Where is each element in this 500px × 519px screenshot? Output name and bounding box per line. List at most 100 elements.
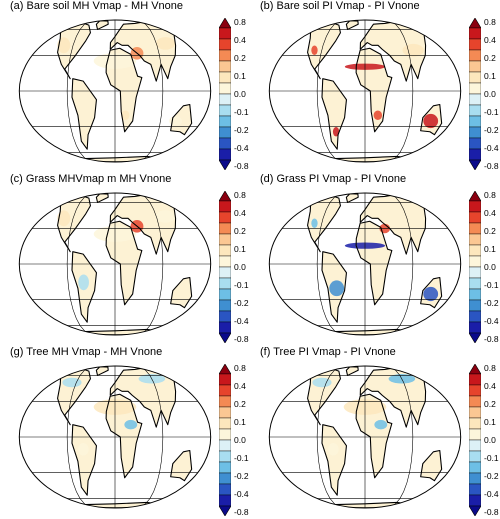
colorbar-tick-label: -0.2 <box>484 125 499 135</box>
panel-grass-mh: (c) Grass MHVmap m MH Vnone 0.8 0.4 0.2 0.1… <box>0 173 250 346</box>
colorbar-tick-label: 0.4 <box>234 381 246 391</box>
map-outline <box>268 192 462 336</box>
longitude-line <box>385 192 414 336</box>
south-america-coastline <box>321 78 347 150</box>
africa-coastline <box>105 47 143 133</box>
colorbar-tick-label: 0.1 <box>484 71 496 81</box>
greenland-fill <box>346 20 359 30</box>
colorbar-box <box>469 373 481 386</box>
colorbar-box <box>219 200 231 213</box>
colorbar-tick-label: 0.0 <box>484 435 496 445</box>
colorbar-box <box>219 321 231 334</box>
colorbar-min-triangle <box>469 159 481 170</box>
south-america-fill <box>321 78 347 150</box>
colorbar-tick-label: 0.4 <box>234 35 246 45</box>
anomaly-patch <box>311 218 318 228</box>
longitude-line <box>66 19 95 163</box>
colorbar-box <box>469 104 481 117</box>
australia-coastline <box>420 276 443 309</box>
colorbar-box <box>219 244 231 257</box>
africa-coastline <box>105 220 143 306</box>
colorbar-box <box>219 277 231 290</box>
colorbar-tick-label: 0.1 <box>234 71 246 81</box>
panel-title: (a) Bare soil MH Vmap - MH Vnone <box>10 0 183 12</box>
anomaly-patch <box>78 443 89 456</box>
colorbar-box <box>219 93 231 106</box>
colorbar-tick-label: 0.4 <box>484 208 496 218</box>
colorbar-tick-label: 0.4 <box>234 208 246 218</box>
colorbar-box <box>219 439 231 452</box>
colorbar-max-triangle <box>469 18 481 29</box>
colorbar-box <box>219 299 231 312</box>
colorbar-tick-label: -0.2 <box>234 471 249 481</box>
colorbar-box <box>219 115 231 128</box>
map-plot <box>268 365 462 509</box>
colorbar-box <box>469 277 481 290</box>
colorbar-tick-label: 0.0 <box>484 89 496 99</box>
colorbar-tick-label: 0.2 <box>484 399 496 409</box>
south-america-coastline <box>321 424 347 496</box>
map-plot <box>268 19 462 163</box>
colorbar-tick-label: 0.1 <box>234 244 246 254</box>
colorbar-tick-label: -0.1 <box>234 107 249 117</box>
anomaly-patch <box>78 274 89 291</box>
colorbar-box <box>219 472 231 485</box>
colorbar-tick-label: -0.4 <box>234 143 249 153</box>
colorbar-tick-label: 0.1 <box>234 417 246 427</box>
longitude-line <box>135 19 164 163</box>
panel-bare-soil-pi: (b) Bare soil PI Vmap - PI Vnone 0.8 0.4 0… <box>250 0 500 173</box>
colorbar-box <box>469 439 481 452</box>
colorbar-tick-label: -0.1 <box>484 453 499 463</box>
south-america-coastline <box>71 424 97 496</box>
colorbar-box <box>469 200 481 213</box>
map-outline <box>268 365 462 509</box>
africa-coastline <box>355 47 393 133</box>
colorbar-tick-label: 0.4 <box>484 381 496 391</box>
greenland-coastline <box>95 20 109 30</box>
greenland-fill <box>346 193 359 203</box>
south-america-fill <box>71 78 97 150</box>
colorbar-box <box>219 406 231 419</box>
colorbar-box <box>219 384 231 397</box>
colorbar-tick-label: -0.8 <box>484 334 499 344</box>
colorbar-box <box>469 233 481 246</box>
panel-bare-soil-mh: (a) Bare soil MH Vmap - MH Vnone 0.8 0.4 0… <box>0 0 250 173</box>
colorbar-box <box>469 60 481 73</box>
colorbar-tick-label: -0.4 <box>234 316 249 326</box>
colorbar-box <box>219 288 231 301</box>
panel-title: (f) Tree PI Vmap - PI Vnone <box>260 346 396 358</box>
colorbar-box <box>219 494 231 507</box>
anomaly-patch <box>155 37 176 50</box>
greenland-coastline <box>95 193 109 203</box>
colorbar-box <box>469 71 481 84</box>
colorbar-tick-label: 0.0 <box>234 89 246 99</box>
africa-coastline <box>355 220 393 306</box>
colorbar-box <box>469 406 481 419</box>
greenland-coastline <box>345 366 359 376</box>
colorbar-box <box>219 38 231 51</box>
map-plot <box>18 365 212 509</box>
longitude-line <box>316 365 345 509</box>
colorbar-box <box>469 450 481 463</box>
greenland-coastline <box>95 366 109 376</box>
colorbar-min-triangle <box>469 505 481 516</box>
colorbar-labels: 0.8 0.4 0.2 0.1 0.0 -0.1 -0.2 -0.4 -0.8 <box>234 17 254 171</box>
colorbar-box <box>219 428 231 441</box>
colorbar-box <box>469 82 481 95</box>
colorbar-labels: 0.8 0.4 0.2 0.1 0.0 -0.1 -0.2 -0.4 -0.8 <box>234 363 254 517</box>
colorbar-tick-label: -0.4 <box>484 489 499 499</box>
australia-fill <box>170 450 192 481</box>
australia-fill <box>420 450 442 481</box>
anomaly-patch <box>311 45 318 55</box>
europe-asia-coastline <box>359 367 428 428</box>
colorbar-box <box>469 148 481 161</box>
longitude-line <box>385 365 414 509</box>
greenland-fill <box>96 366 109 376</box>
colorbar-tick-label: 0.0 <box>234 435 246 445</box>
south-america-coastline <box>71 251 97 323</box>
greenland-coastline <box>345 20 359 30</box>
map-plot <box>18 19 212 163</box>
colorbar-box <box>219 27 231 40</box>
greenland-fill <box>96 193 109 203</box>
